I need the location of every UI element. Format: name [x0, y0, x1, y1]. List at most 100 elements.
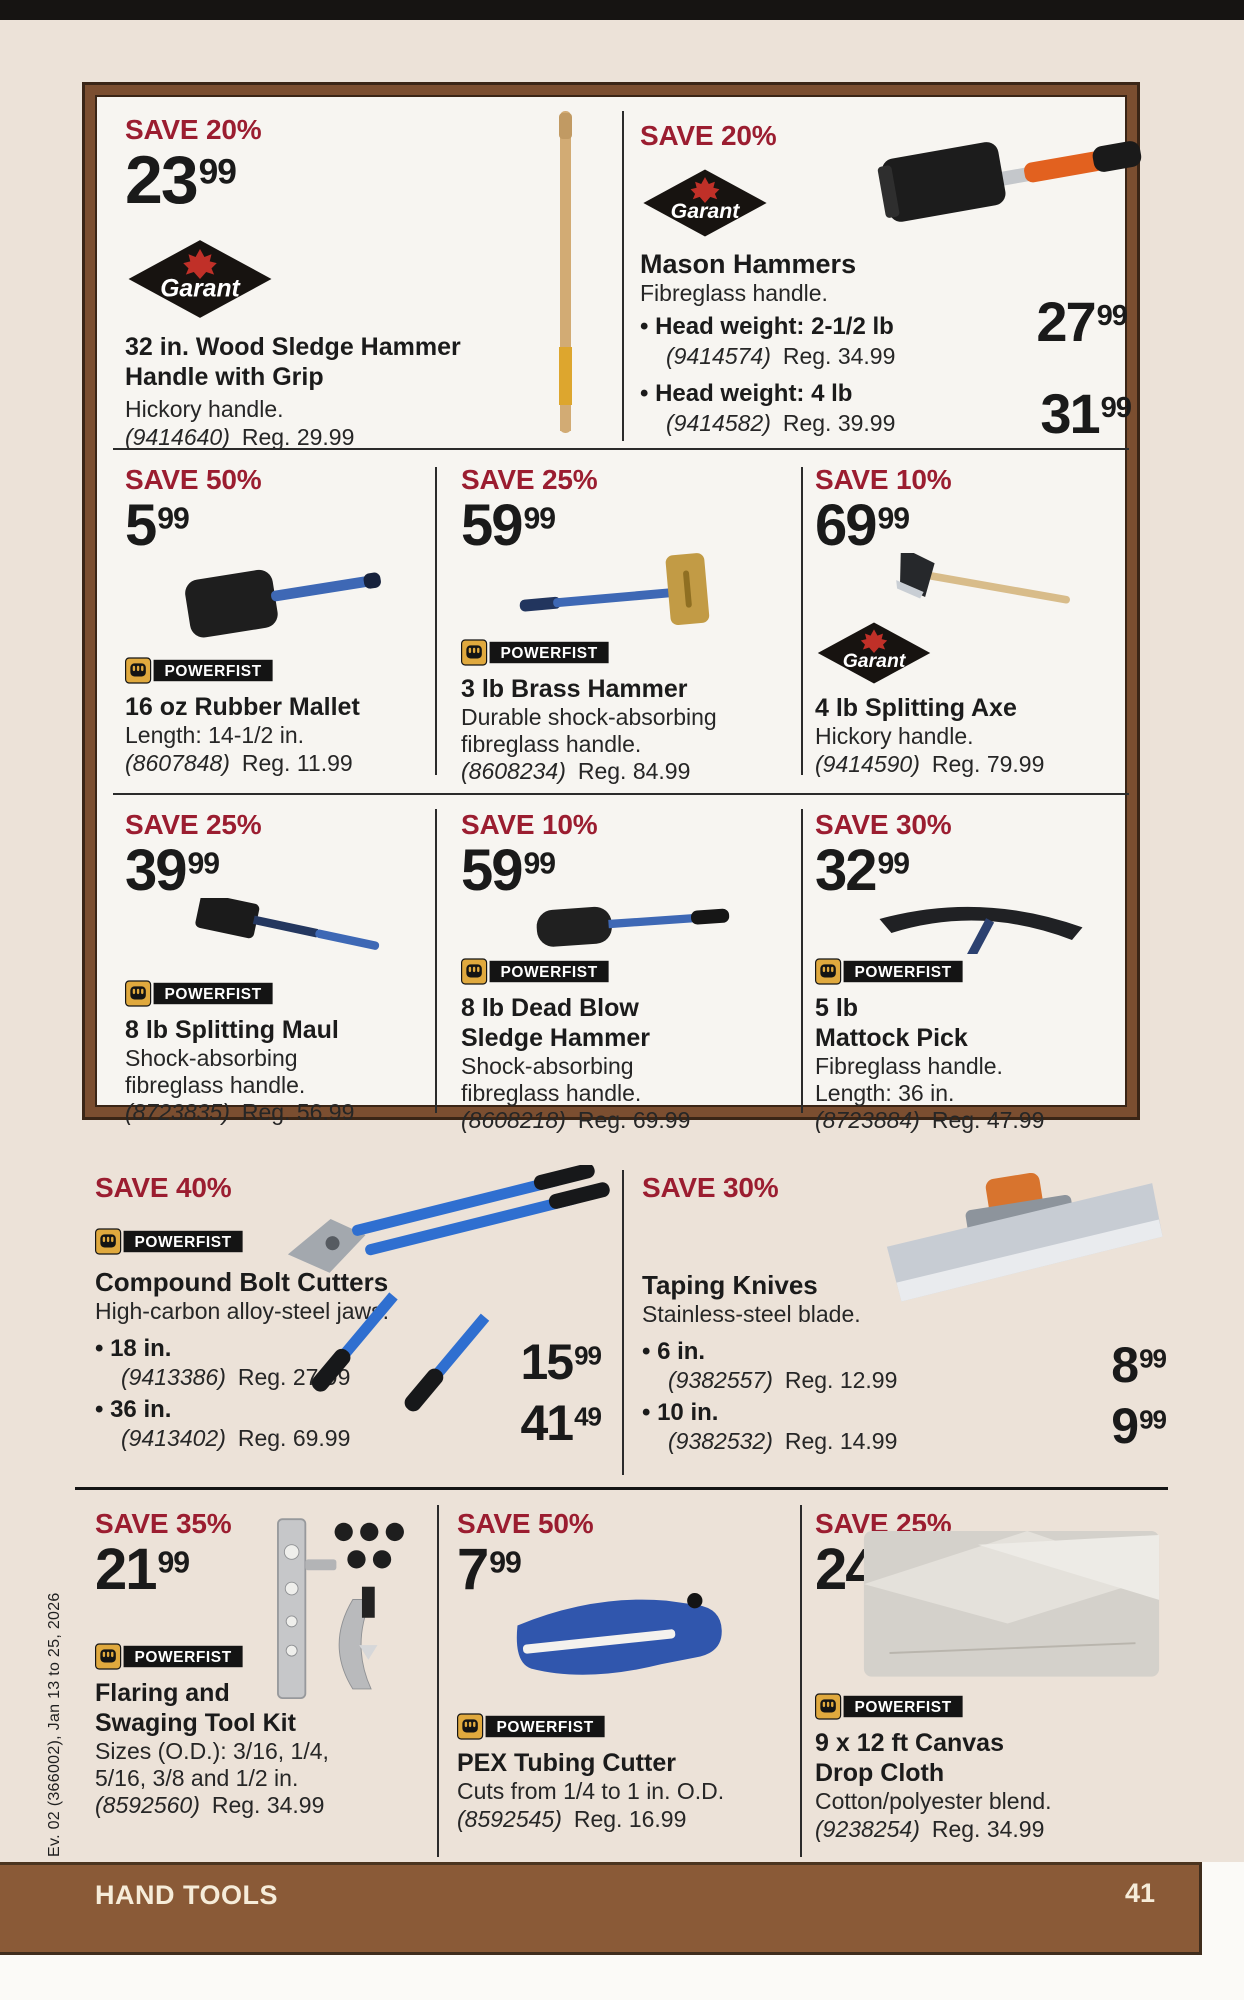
- price: 3299: [815, 837, 910, 903]
- powerfist-logo-label: POWERFIST: [164, 663, 261, 680]
- price-option-1: 1599: [520, 1334, 602, 1391]
- column-divider: [435, 809, 437, 1113]
- product-desc-line2: fibreglass handle.: [461, 1079, 642, 1106]
- save-badge: SAVE 30%: [642, 1172, 779, 1203]
- garant-logo-label: Garant: [671, 199, 741, 223]
- product-card-splitting-maul[interactable]: SAVE 25% 3999 POWERFIST: [95, 796, 435, 1127]
- product-desc-line2: Length: 36 in.: [815, 1079, 955, 1106]
- price: 5999: [461, 837, 556, 903]
- column-divider: [800, 1505, 802, 1857]
- powerfist-logo: POWERFIST: [125, 657, 273, 684]
- product-card-rubber-mallet[interactable]: SAVE 50% 599 POWERFIST: [95, 451, 435, 791]
- price-option-2: 999: [1111, 1398, 1167, 1455]
- powerfist-logo: POWERFIST: [461, 958, 609, 985]
- product-option: Head weight: 2-1/2 lb (9414574) Reg. 34.9…: [640, 313, 1147, 370]
- svg-text:POWERFIST: POWERFIST: [134, 1649, 231, 1666]
- product-desc-line2: fibreglass handle.: [461, 730, 642, 757]
- product-card-splitting-axe[interactable]: SAVE 10% 6999 Garant 4 lb Splitting Axe: [803, 451, 1147, 791]
- garant-logo-label: Garant: [160, 276, 241, 303]
- save-badge: SAVE 20%: [640, 120, 777, 151]
- part-line: (9414574) Reg. 34.99: [666, 342, 1147, 370]
- edition-note: Ev. 02 (366002), Jan 13 to 25, 2026: [46, 1592, 63, 1857]
- option-label: 18 in.: [95, 1335, 520, 1364]
- regular-price: Reg. 39.99: [782, 409, 896, 436]
- product-desc-line2: fibreglass handle.: [125, 1071, 306, 1098]
- section-rule: [75, 1487, 1168, 1490]
- product-title: 4 lb Splitting Axe: [815, 693, 1017, 722]
- price-dollars: 23: [125, 141, 199, 218]
- product-desc: Hickory handle.: [815, 722, 974, 749]
- part-line: (8607848) Reg. 11.99: [125, 749, 353, 776]
- product-desc: Stainless-steel blade.: [642, 1300, 861, 1327]
- duo-section: SAVE 40% POWERFIST Compound Bolt Cutters…: [75, 1165, 1170, 1497]
- price-option-2: 4149: [520, 1395, 602, 1452]
- footer-page-number: 41: [1124, 1878, 1155, 1908]
- powerfist-logo: POWERFIST: [125, 980, 273, 1007]
- footer-band: HAND TOOLS 41: [0, 1862, 1202, 1955]
- maple-leaf-icon: [690, 176, 720, 203]
- option-label: Head weight: 2-1/2 lb: [640, 313, 1147, 342]
- price-option-1: 899: [1111, 1337, 1167, 1394]
- product-image-taping-knife: [886, 1172, 1163, 1302]
- product-card-sledge-handle[interactable]: SAVE 20% 2399 Garant 32 in. Wood Sledge …: [95, 95, 622, 451]
- svg-text:POWERFIST: POWERFIST: [496, 1719, 593, 1736]
- main-promo-box: SAVE 20% 2399 Garant 32 in. Wood Sledge …: [82, 82, 1142, 1133]
- bottom-section: SAVE 35% 2199 POWERFIST Flaring and Swag…: [75, 1505, 1170, 1857]
- product-title: Compound Bolt Cutters: [95, 1266, 389, 1297]
- save-badge: SAVE 30%: [815, 809, 952, 840]
- column-divider: [437, 1505, 439, 1857]
- product-option: Head weight: 4 lb (9414582) Reg. 39.99: [640, 380, 1147, 437]
- product-card-mattock-pick[interactable]: SAVE 30% 3299 POWERFIST 5 lb Mattock Pic…: [803, 796, 1147, 1133]
- product-card-brass-hammer[interactable]: SAVE 25% 5999 POWERFI: [437, 451, 801, 791]
- save-badge: SAVE 10%: [461, 809, 598, 840]
- regular-price: Reg. 34.99: [782, 342, 896, 369]
- svg-text:POWERFIST: POWERFIST: [854, 1699, 951, 1716]
- product-card-taping-knives[interactable]: SAVE 30% Taping Knives Stainless-steel b…: [640, 1165, 1170, 1487]
- product-title: 32 in. Wood Sledge Hammer: [125, 333, 461, 362]
- regular-price: Reg. 29.99: [241, 424, 355, 451]
- product-desc: High-carbon alloy-steel jaws.: [95, 1297, 390, 1324]
- product-image-bolt-cutters: [287, 1165, 610, 1412]
- product-card-bolt-cutters[interactable]: SAVE 40% POWERFIST Compound Bolt Cutters…: [75, 1165, 622, 1487]
- svg-text:POWERFIST: POWERFIST: [854, 964, 951, 981]
- product-title: Flaring and: [95, 1678, 230, 1707]
- product-desc: Shock-absorbing: [125, 1044, 298, 1071]
- part-line: (8608234) Reg. 84.99: [461, 758, 691, 785]
- maple-leaf-icon: [183, 249, 217, 280]
- product-card-mason-hammers[interactable]: SAVE 20% Garant Mason Hammers Fibreglass…: [640, 95, 1147, 448]
- save-badge: SAVE 20%: [125, 114, 262, 145]
- save-badge: SAVE 40%: [95, 1172, 232, 1203]
- top-black-bar: [0, 0, 1244, 20]
- column-divider: [801, 809, 803, 1113]
- powerfist-logo: POWERFIST: [815, 958, 963, 985]
- product-desc: Fibreglass handle.: [815, 1052, 1003, 1079]
- product-card-dead-blow-sledge[interactable]: SAVE 10% 5999 POWERFIST: [437, 796, 801, 1133]
- svg-text:POWERFIST: POWERFIST: [500, 645, 597, 662]
- garant-logo: Garant: [128, 240, 272, 319]
- column-divider: [622, 1170, 624, 1475]
- option-label: 36 in.: [95, 1396, 520, 1425]
- product-image-splitting-maul: [125, 897, 435, 976]
- garant-logo: Garant: [817, 622, 931, 684]
- footer-section-title: HAND TOOLS: [95, 1880, 279, 1910]
- save-badge: SAVE 10%: [815, 464, 952, 495]
- part-line: (8723884) Reg. 47.99: [815, 1107, 1045, 1134]
- price: 5999: [461, 492, 556, 558]
- part-line: (8592545) Reg. 16.99: [457, 1805, 687, 1832]
- product-card-flaring-kit[interactable]: SAVE 35% 2199 POWERFIST Flaring and Swag…: [75, 1505, 437, 1857]
- option-label: Head weight: 4 lb: [640, 380, 1147, 409]
- product-desc: Shock-absorbing: [461, 1052, 634, 1079]
- product-image-mattock-pick: [815, 898, 1147, 954]
- price-option-2: 3199: [1040, 382, 1132, 445]
- product-card-drop-cloth[interactable]: SAVE 25% 2499 POWERFIST 9 x 12 ft Canvas…: [815, 1505, 1170, 1857]
- product-image-drop-cloth: [863, 1531, 1160, 1677]
- product-title: 8 lb Splitting Maul: [125, 1015, 339, 1044]
- svg-text:POWERFIST: POWERFIST: [500, 964, 597, 981]
- row-divider: [113, 448, 1129, 450]
- option-label: 6 in.: [642, 1338, 1111, 1367]
- product-card-pex-cutter[interactable]: SAVE 50% 799 POWERFIST PEX Tubing Cutter…: [453, 1505, 800, 1857]
- product-title-line2: Drop Cloth: [815, 1758, 945, 1787]
- part-line: (8608218) Reg. 69.99: [461, 1107, 691, 1134]
- product-image-wood-handle: [559, 111, 572, 433]
